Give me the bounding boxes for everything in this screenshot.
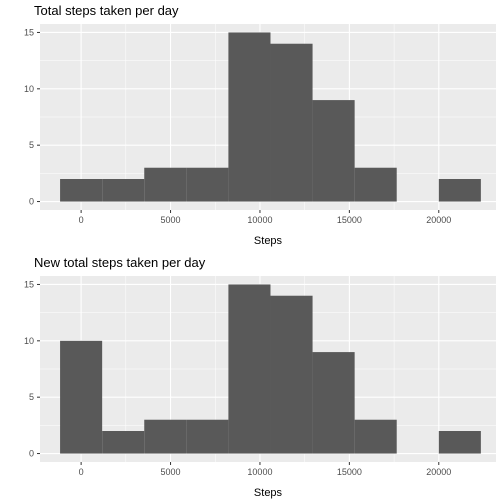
x-tick-label: 5000 bbox=[161, 467, 181, 477]
histogram-bar bbox=[60, 179, 103, 202]
chart-new-total-steps: New total steps taken per day 0 5 10 15 0 50… bbox=[0, 252, 504, 504]
y-tick-label: 15 bbox=[24, 279, 34, 289]
histogram-bar bbox=[270, 43, 313, 202]
histogram-bar bbox=[60, 340, 103, 454]
histogram-bar bbox=[354, 419, 397, 454]
x-tick-label: 0 bbox=[79, 467, 84, 477]
histogram-bar bbox=[312, 352, 355, 454]
y-axis: 0 5 10 15 bbox=[24, 279, 40, 459]
x-axis: 0 5000 10000 15000 20000 bbox=[79, 210, 451, 225]
bars bbox=[60, 284, 481, 454]
chart-title: Total steps taken per day bbox=[34, 3, 179, 18]
y-tick-label: 0 bbox=[29, 449, 34, 459]
chart-svg-total-steps: Total steps taken per day 0 5 10 15 0 5000 10… bbox=[24, 3, 496, 247]
histogram-bar bbox=[438, 431, 481, 454]
x-tick-label: 20000 bbox=[426, 467, 451, 477]
histogram-bar bbox=[144, 167, 187, 202]
histogram-bar bbox=[312, 100, 355, 202]
x-axis-title: Steps bbox=[254, 487, 283, 499]
histogram-bar bbox=[438, 179, 481, 202]
y-tick-label: 0 bbox=[29, 197, 34, 207]
x-tick-label: 15000 bbox=[337, 215, 362, 225]
histogram-bar bbox=[186, 167, 229, 202]
chart-title: New total steps taken per day bbox=[34, 255, 206, 270]
y-tick-label: 10 bbox=[24, 336, 34, 346]
x-tick-label: 0 bbox=[79, 215, 84, 225]
histogram-bar bbox=[102, 179, 145, 202]
x-tick-label: 20000 bbox=[426, 215, 451, 225]
y-axis: 0 5 10 15 bbox=[24, 27, 40, 207]
bars bbox=[60, 32, 481, 202]
histogram-bar bbox=[228, 32, 271, 202]
histogram-bar bbox=[354, 167, 397, 202]
histogram-bar bbox=[102, 431, 145, 454]
chart-svg-new-total-steps: New total steps taken per day 0 5 10 15 0 50… bbox=[24, 255, 496, 499]
x-tick-label: 5000 bbox=[161, 215, 181, 225]
x-axis-title: Steps bbox=[254, 235, 283, 247]
y-tick-label: 5 bbox=[29, 392, 34, 402]
histogram-bar bbox=[144, 419, 187, 454]
x-tick-label: 10000 bbox=[247, 467, 272, 477]
y-tick-label: 5 bbox=[29, 140, 34, 150]
chart-total-steps: Total steps taken per day 0 5 10 15 0 5000 10… bbox=[24, 3, 496, 247]
x-tick-label: 15000 bbox=[337, 467, 362, 477]
histogram-bar bbox=[186, 419, 229, 454]
histogram-bar bbox=[228, 284, 271, 454]
y-tick-label: 10 bbox=[24, 84, 34, 94]
x-axis: 0 5000 10000 15000 20000 bbox=[79, 462, 451, 477]
y-tick-label: 15 bbox=[24, 27, 34, 37]
histogram-bar bbox=[270, 295, 313, 454]
x-tick-label: 10000 bbox=[247, 215, 272, 225]
